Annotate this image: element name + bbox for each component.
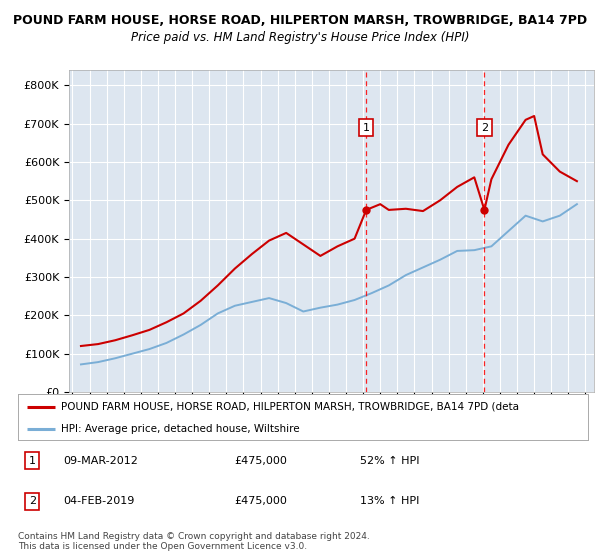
Text: POUND FARM HOUSE, HORSE ROAD, HILPERTON MARSH, TROWBRIDGE, BA14 7PD (deta: POUND FARM HOUSE, HORSE ROAD, HILPERTON … <box>61 402 519 412</box>
Text: 04-FEB-2019: 04-FEB-2019 <box>64 496 135 506</box>
Text: POUND FARM HOUSE, HORSE ROAD, HILPERTON MARSH, TROWBRIDGE, BA14 7PD: POUND FARM HOUSE, HORSE ROAD, HILPERTON … <box>13 14 587 27</box>
Text: 09-MAR-2012: 09-MAR-2012 <box>64 456 139 466</box>
Text: Contains HM Land Registry data © Crown copyright and database right 2024.
This d: Contains HM Land Registry data © Crown c… <box>18 532 370 552</box>
Text: 1: 1 <box>29 456 36 466</box>
Text: 2: 2 <box>481 123 488 133</box>
Text: Price paid vs. HM Land Registry's House Price Index (HPI): Price paid vs. HM Land Registry's House … <box>131 31 469 44</box>
Text: 1: 1 <box>363 123 370 133</box>
Text: £475,000: £475,000 <box>235 456 287 466</box>
Text: 2: 2 <box>29 496 36 506</box>
Text: HPI: Average price, detached house, Wiltshire: HPI: Average price, detached house, Wilt… <box>61 424 299 435</box>
Text: 13% ↑ HPI: 13% ↑ HPI <box>360 496 419 506</box>
Text: £475,000: £475,000 <box>235 496 287 506</box>
Text: 52% ↑ HPI: 52% ↑ HPI <box>360 456 419 466</box>
